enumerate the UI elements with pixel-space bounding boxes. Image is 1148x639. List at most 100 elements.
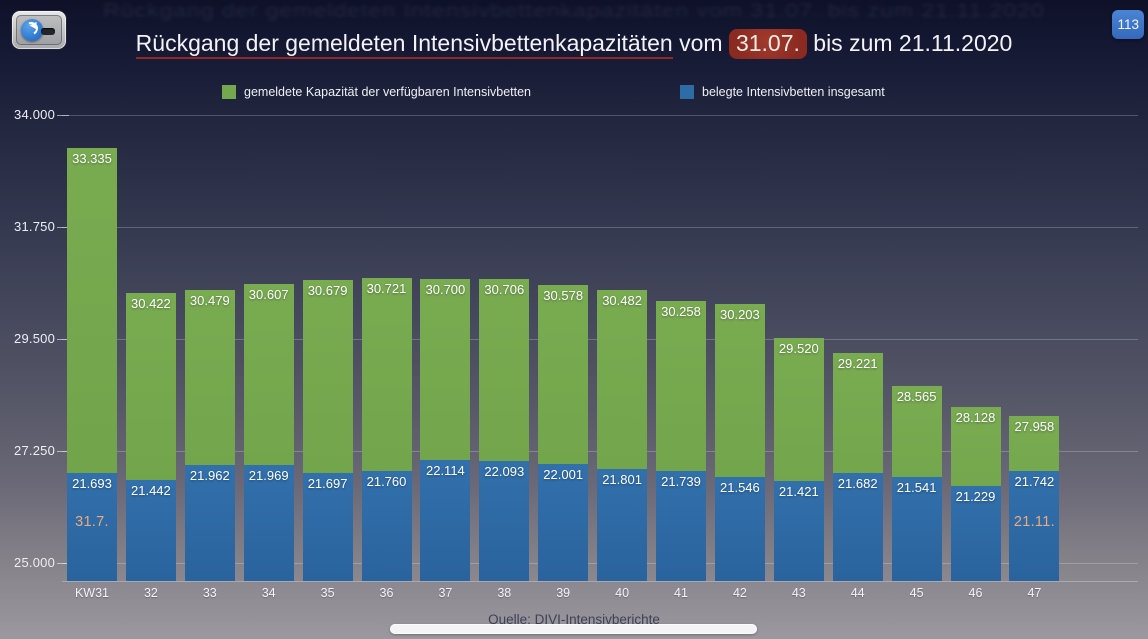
occupied-value-label: 22.114 xyxy=(425,463,465,479)
y-axis-label: 31.750 xyxy=(14,219,55,234)
date-annotation: 31.7. xyxy=(75,514,109,530)
minimize-slot-icon xyxy=(41,28,55,35)
ghost-title-artifact: Rückgang der gemeldeten Intensivbettenka… xyxy=(103,0,1045,22)
occupied-bar xyxy=(597,469,648,581)
occupied-value-label: 21.546 xyxy=(720,479,760,495)
count-badge[interactable]: 113 xyxy=(1112,10,1144,39)
legend-label-capacity: gemeldete Kapazität der verfügbaren Inte… xyxy=(244,85,531,99)
x-axis-label: KW31 xyxy=(74,586,110,600)
capacity-value-label: 29.520 xyxy=(778,341,819,356)
axis-tick xyxy=(57,227,69,228)
source-link-text: DIVI-Intensivberichte xyxy=(534,612,660,629)
title-suffix: bis zum 21.11.2020 xyxy=(806,30,1013,56)
blue-arrow-icon xyxy=(21,19,43,41)
capacity-value-label: 29.221 xyxy=(837,355,878,371)
occupied-bar xyxy=(420,460,471,581)
x-axis-label: 37 xyxy=(438,586,453,600)
occupied-value-label: 21.229 xyxy=(955,489,996,505)
gridline xyxy=(62,115,1138,116)
green-swatch-icon xyxy=(222,85,236,99)
legend-item-capacity: gemeldete Kapazität der verfügbaren Inte… xyxy=(222,85,531,99)
x-axis-label: 35 xyxy=(320,586,335,600)
x-axis-label: 32 xyxy=(143,586,158,600)
x-axis-label: 45 xyxy=(909,586,924,600)
x-axis-label: 47 xyxy=(1027,586,1042,600)
occupied-bar xyxy=(479,460,530,581)
occupied-value-label: 22.001 xyxy=(543,466,584,482)
occupied-bar xyxy=(891,477,942,581)
x-axis-label: 36 xyxy=(379,586,394,600)
x-axis-baseline xyxy=(62,581,1138,582)
date-annotation: 21.11. xyxy=(1013,514,1055,530)
occupied-bar xyxy=(656,471,706,581)
x-axis-label: 44 xyxy=(850,586,865,600)
occupied-value-label: 21.969 xyxy=(248,467,289,483)
occupied-bar xyxy=(714,476,765,581)
occupied-value-label: 21.742 xyxy=(1014,474,1055,490)
presenter-overlay-icon-frame xyxy=(16,15,62,45)
x-axis-label: 39 xyxy=(556,586,571,600)
x-axis-label: 38 xyxy=(497,586,512,600)
axis-tick xyxy=(57,339,69,340)
capacity-value-label: 30.607 xyxy=(248,286,289,302)
axis-tick xyxy=(57,115,69,116)
occupied-bar xyxy=(773,480,824,581)
capacity-value-label: 30.422 xyxy=(131,296,171,312)
x-axis-label: 40 xyxy=(615,586,630,600)
title-date-highlight: 31.07. xyxy=(728,29,807,59)
occupied-bar xyxy=(832,472,883,581)
source-caption: Quelle: DIVI-Intensivberichte xyxy=(0,612,1148,629)
occupied-value-label: 21.682 xyxy=(837,475,878,491)
capacity-value-label: 30.700 xyxy=(425,282,466,298)
occupied-value-label: 21.739 xyxy=(661,474,701,490)
presenter-overlay-icon[interactable] xyxy=(12,11,66,49)
gridline xyxy=(62,227,1138,228)
occupied-bar xyxy=(538,463,589,581)
occupied-value-label: 21.801 xyxy=(602,472,642,488)
capacity-value-label: 30.721 xyxy=(366,281,407,297)
chart-title: Rückgang der gemeldeten Intensivbettenka… xyxy=(0,29,1148,59)
axis-tick xyxy=(57,563,69,564)
x-axis-label: 34 xyxy=(261,586,276,600)
capacity-value-label: 33.335 xyxy=(72,151,112,167)
x-axis-label: 41 xyxy=(674,586,688,600)
occupied-value-label: 21.760 xyxy=(366,473,407,489)
title-middle: vom xyxy=(672,30,729,56)
occupied-bar xyxy=(243,464,294,581)
occupied-value-label: 21.541 xyxy=(896,480,937,496)
occupied-value-label: 21.421 xyxy=(778,483,819,499)
legend: gemeldete Kapazität der verfügbaren Inte… xyxy=(0,85,1148,103)
capacity-value-label: 30.203 xyxy=(720,307,760,322)
axis-tick xyxy=(57,451,69,452)
occupied-value-label: 21.693 xyxy=(72,475,112,491)
capacity-value-label: 30.479 xyxy=(189,293,230,309)
capacity-value-label: 30.706 xyxy=(484,281,525,297)
capacity-value-label: 28.128 xyxy=(955,410,996,426)
x-axis-label: 42 xyxy=(732,586,747,600)
x-axis-label: 33 xyxy=(202,586,217,600)
legend-item-occupied: belegte Intensivbetten insgesamt xyxy=(680,85,885,99)
y-axis-label: 29.500 xyxy=(14,331,55,346)
occupied-bar xyxy=(361,470,412,581)
source-prefix: Quelle: xyxy=(488,612,535,627)
x-axis-label: 43 xyxy=(791,586,806,600)
occupied-bar xyxy=(125,480,176,581)
y-axis-label: 34.000 xyxy=(14,107,55,122)
occupied-bar xyxy=(184,464,235,581)
horizontal-scrollbar[interactable] xyxy=(390,624,757,634)
title-spellcheck-underline: Rückgang der gemeldeten Intensivbettenka… xyxy=(135,30,673,59)
capacity-value-label: 30.679 xyxy=(307,283,348,299)
y-axis-label: 27.250 xyxy=(14,443,55,458)
occupied-bar xyxy=(1009,471,1060,581)
x-axis-label: 46 xyxy=(968,586,983,600)
occupied-value-label: 21.962 xyxy=(189,467,230,483)
occupied-bar xyxy=(302,472,353,581)
capacity-value-label: 30.578 xyxy=(543,288,584,304)
capacity-value-label: 27.958 xyxy=(1014,418,1055,434)
y-axis-label: 25.000 xyxy=(14,555,55,570)
occupied-bar xyxy=(950,486,1001,581)
capacity-value-label: 28.565 xyxy=(896,388,937,404)
capacity-value-label: 30.258 xyxy=(661,304,701,320)
